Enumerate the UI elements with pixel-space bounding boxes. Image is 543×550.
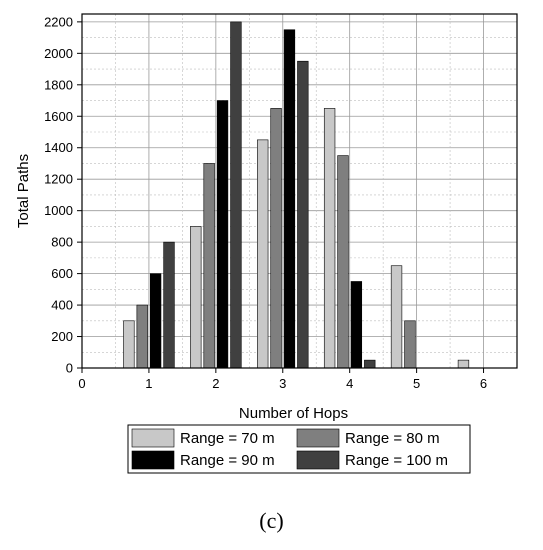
bar [350,281,363,369]
y-tick-label: 1200 [44,172,73,187]
legend-swatch [131,450,175,470]
bar [390,265,403,369]
bar [136,304,148,369]
legend-label: Range = 70 m [180,430,275,447]
y-tick-label: 1000 [44,203,73,218]
y-tick-label: 1600 [44,109,73,124]
panel-label: (c) [259,508,284,533]
x-tick-label: 6 [480,376,487,391]
bar [457,359,470,369]
bar [323,108,336,369]
axis-ticks: 0 200 400 600 800 1000 1200 1400 1600 1800 2000 220… [44,14,487,391]
bar-chart: 0 200 400 600 800 1000 1200 1400 1600 1800 2000 220… [15,13,518,474]
bar [190,226,202,369]
x-tick-label: 3 [279,376,286,391]
bar [297,60,309,369]
y-tick-label: 2200 [44,14,73,29]
bar [149,273,162,369]
bar [283,29,296,369]
bar [163,241,175,369]
legend-swatch [296,428,340,448]
legend-label: Range = 80 m [345,430,440,447]
y-tick-label: 1400 [44,140,73,155]
y-axis-title: Total Paths [15,154,32,228]
bar [404,320,416,369]
y-tick-label: 400 [51,298,73,313]
x-tick-label: 4 [346,376,353,391]
bar [216,100,229,369]
legend: Range = 70 m Range = 80 m Range = 90 m Rang… [127,424,471,474]
bar [230,21,242,369]
y-tick-label: 800 [51,235,73,250]
bar [337,155,349,369]
legend-swatch [296,450,340,470]
legend-swatch [131,428,175,448]
bar [123,320,135,369]
y-tick-label: 2000 [44,46,73,61]
x-axis-title: Number of Hops [239,405,348,422]
y-tick-label: 200 [51,329,73,344]
y-tick-label: 600 [51,266,73,281]
x-tick-label: 1 [145,376,152,391]
x-tick-label: 0 [78,376,85,391]
bar [203,163,215,369]
legend-label: Range = 90 m [180,452,275,469]
bar [364,359,376,369]
x-tick-label: 5 [413,376,420,391]
x-tick-label: 2 [212,376,219,391]
bar [257,139,269,369]
bars [123,21,470,369]
plot-frame [81,13,518,369]
y-tick-label: 1800 [44,77,73,92]
legend-label: Range = 100 m [345,452,448,469]
y-tick-label: 0 [66,361,73,376]
bar [270,108,282,369]
